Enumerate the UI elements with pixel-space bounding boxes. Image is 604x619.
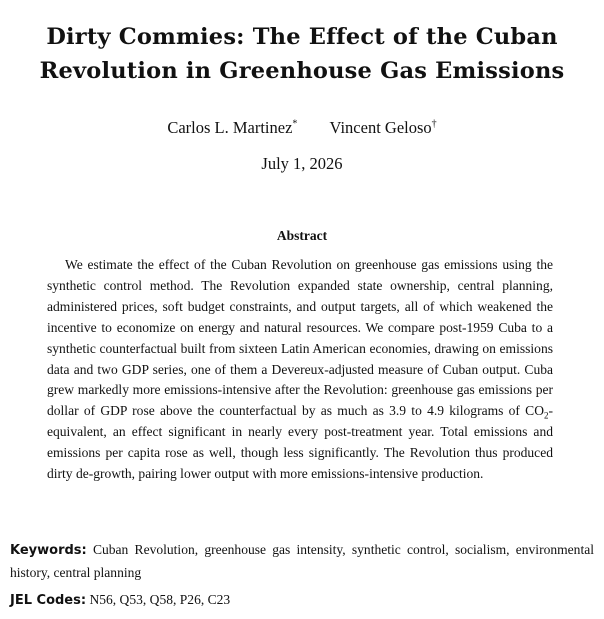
jel-codes-label: JEL Codes: [10,593,87,608]
keywords-label: Keywords: [10,543,87,558]
abstract-body: We estimate the effect of the Cuban Revo… [47,255,553,485]
paper-title-line-1: Dirty Commies: The Effect of the Cuban [46,24,558,50]
paper-title: Dirty Commies: The Effect of the Cuban R… [0,20,604,88]
author-footnote-mark: † [431,118,437,130]
abstract-heading: Abstract [276,228,328,243]
author-martinez: Carlos L. Martinez* [167,118,297,138]
keywords-section: Keywords: Cuban Revolution, greenhouse g… [10,539,594,583]
paper-title-line-2: Revolution in Greenhouse Gas Emissions [39,58,565,84]
paper-date: July 1, 2026 [261,154,343,173]
abstract-subscript: 2 [543,411,549,422]
jel-codes-section: JEL Codes: N56, Q53, Q58, P26, C23 [10,590,594,611]
abstract-text-part-1: We estimate the effect of the Cuban Revo… [47,257,553,419]
author-list: Carlos L. Martinez* Vincent Geloso† [0,118,604,138]
jel-codes-text: N56, Q53, Q58, P26, C23 [89,592,231,607]
author-name: Vincent Geloso [329,118,432,137]
author-footnote-mark: * [292,118,298,130]
author-geloso: Vincent Geloso† [330,118,437,138]
keywords-text: Cuban Revolution, greenhouse gas intensi… [10,542,594,580]
author-name: Carlos L. Martinez [167,118,293,137]
abstract-text-part-2: -equivalent, an effect significant in ne… [47,403,553,482]
